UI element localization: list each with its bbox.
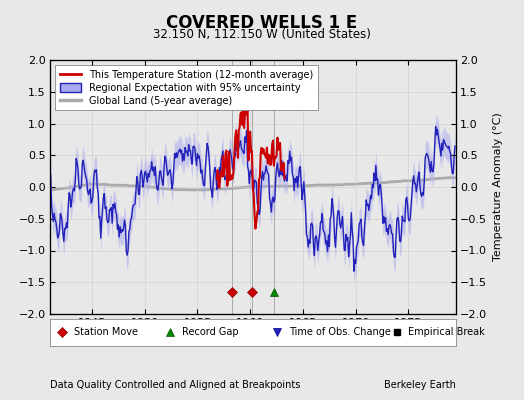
Text: Empirical Break: Empirical Break bbox=[408, 327, 485, 338]
Y-axis label: Temperature Anomaly (°C): Temperature Anomaly (°C) bbox=[493, 113, 503, 261]
Text: Time of Obs. Change: Time of Obs. Change bbox=[289, 327, 390, 338]
Text: COVERED WELLS 1 E: COVERED WELLS 1 E bbox=[167, 14, 357, 32]
Text: Station Move: Station Move bbox=[74, 327, 138, 338]
Text: 32.150 N, 112.150 W (United States): 32.150 N, 112.150 W (United States) bbox=[153, 28, 371, 41]
Text: Berkeley Earth: Berkeley Earth bbox=[384, 380, 456, 390]
Text: Data Quality Controlled and Aligned at Breakpoints: Data Quality Controlled and Aligned at B… bbox=[50, 380, 300, 390]
Legend: This Temperature Station (12-month average), Regional Expectation with 95% uncer: This Temperature Station (12-month avera… bbox=[54, 65, 318, 110]
Text: Record Gap: Record Gap bbox=[182, 327, 238, 338]
